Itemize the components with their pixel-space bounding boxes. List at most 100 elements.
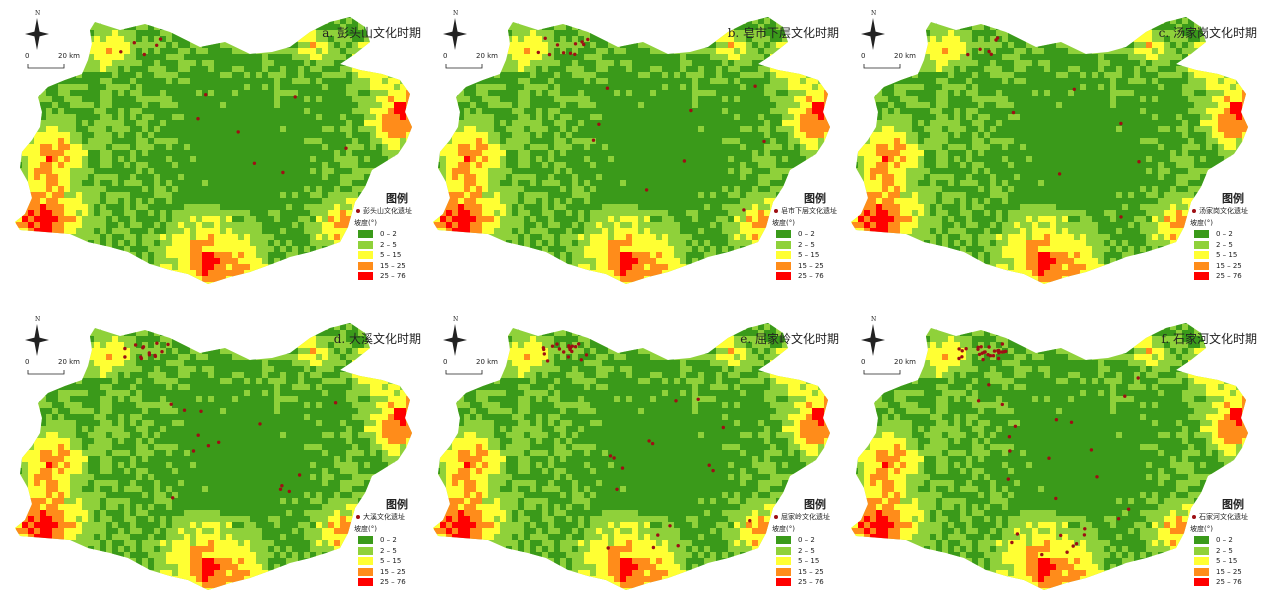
- legend-class-label: 25 – 76: [380, 272, 406, 280]
- site-point: [196, 433, 200, 437]
- site-point: [644, 188, 649, 192]
- scale-bar: 0 20 km: [854, 52, 926, 74]
- north-arrow-icon: N: [858, 316, 888, 358]
- site-point: [608, 454, 613, 458]
- legend-class-label: 0 – 2: [798, 230, 815, 238]
- site-point: [555, 43, 560, 47]
- legend-unit-label: 坡度(°): [772, 219, 795, 227]
- map-legend: 图例 石家河文化遗址 坡度(°) 0 – 2 2 – 5 5 – 15 15 – 25 25 …: [1186, 496, 1266, 596]
- legend-swatch: [358, 240, 373, 249]
- legend-class-label: 2 – 5: [798, 240, 815, 249]
- site-point: [992, 349, 997, 353]
- legend-slope-class: 25 – 76: [358, 272, 438, 282]
- legend-class-label: 25 – 76: [1216, 272, 1242, 280]
- site-point: [986, 353, 990, 357]
- site-point: [1123, 394, 1127, 398]
- legend-swatch: [776, 578, 791, 586]
- site-point: [147, 351, 151, 355]
- scale-zero-label: 0: [861, 358, 866, 366]
- map-legend: 图例 汤家岗文化遗址 坡度(°) 0 – 2 2 – 5 5 – 15 15 – 25 25 …: [1186, 190, 1266, 290]
- site-point: [1013, 424, 1018, 428]
- site-point: [1054, 418, 1059, 422]
- site-point: [957, 356, 961, 361]
- legend-unit-label: 坡度(°): [1190, 525, 1213, 533]
- site-point: [1089, 448, 1094, 452]
- legend-slope-class: 5 – 15: [1194, 251, 1269, 261]
- site-point: [579, 358, 583, 362]
- legend-swatch: [776, 230, 791, 238]
- site-dot-icon: [774, 209, 778, 213]
- site-point: [562, 350, 566, 354]
- site-point: [1083, 527, 1087, 531]
- north-arrow-icon: N: [22, 10, 52, 52]
- legend-title: 图例: [1222, 498, 1244, 511]
- site-point: [605, 86, 610, 90]
- site-point: [612, 456, 616, 460]
- site-point: [153, 353, 157, 358]
- site-point: [650, 441, 655, 446]
- site-dot-icon: [356, 209, 360, 213]
- site-point: [573, 42, 578, 46]
- site-point: [1072, 87, 1076, 92]
- legend-swatch: [776, 567, 791, 576]
- panel-title: d. 大溪文化时期: [333, 332, 421, 346]
- legend-slope-class: 25 – 76: [776, 578, 856, 588]
- site-points: [123, 341, 338, 500]
- site-point: [597, 122, 601, 127]
- site-point: [1136, 376, 1140, 380]
- legend-title: 图例: [804, 192, 826, 205]
- site-point: [344, 146, 348, 150]
- legend-slope-class: 5 – 15: [776, 251, 856, 261]
- site-point: [964, 347, 968, 351]
- site-point: [983, 350, 987, 354]
- site-point: [1004, 349, 1008, 353]
- legend-swatch: [1194, 230, 1209, 238]
- legend-site-label: 屈家岭文化遗址: [781, 513, 830, 521]
- site-point: [123, 346, 127, 351]
- legend-class-label: 0 – 2: [1216, 536, 1233, 544]
- site-point: [1071, 544, 1075, 548]
- site-points: [957, 342, 1140, 557]
- legend-class-label: 2 – 5: [1216, 240, 1233, 249]
- site-point: [155, 43, 159, 47]
- legend-slope-class: 0 – 2: [1194, 230, 1269, 240]
- legend-slope-class: 2 – 5: [1194, 546, 1269, 557]
- site-point: [258, 422, 262, 426]
- slope-map: [433, 323, 830, 590]
- site-point: [987, 345, 991, 349]
- site-point: [141, 345, 146, 349]
- north-label: N: [871, 10, 877, 17]
- site-point: [158, 37, 163, 41]
- site-point: [1119, 121, 1123, 126]
- north-label: N: [35, 316, 41, 323]
- site-point: [711, 468, 715, 473]
- site-point: [591, 138, 596, 142]
- site-point: [682, 159, 687, 163]
- legend-swatch: [358, 567, 373, 576]
- scale-zero-label: 0: [25, 52, 30, 60]
- site-point: [721, 425, 725, 430]
- legend-swatch: [1194, 240, 1209, 249]
- legend-class-label: 2 – 5: [1216, 546, 1233, 555]
- legend-site-entry: 大溪文化遗址: [356, 512, 405, 522]
- map-panel: d. 大溪文化时期 N 0 20 km 图例 大溪文化遗址 坡度(°) 0 – 2 2 – 5 5…: [10, 308, 425, 608]
- legend-site-entry: 屈家岭文化遗址: [774, 512, 830, 522]
- site-point: [1000, 402, 1004, 407]
- legend-swatch: [776, 536, 791, 544]
- scale-bar: 0 20 km: [436, 358, 508, 380]
- legend-slope-class: 15 – 25: [776, 261, 856, 272]
- site-point: [987, 383, 991, 387]
- legend-swatch: [1194, 557, 1209, 565]
- site-point: [1059, 533, 1063, 538]
- legend-class-label: 5 – 15: [798, 557, 820, 565]
- site-point: [142, 52, 146, 57]
- site-point: [204, 93, 208, 97]
- site-point: [742, 208, 746, 212]
- legend-slope-class: 15 – 25: [1194, 567, 1269, 578]
- site-point: [1119, 215, 1123, 219]
- legend-swatch: [776, 240, 791, 249]
- legend-unit-label: 坡度(°): [354, 525, 377, 533]
- slope-map: [15, 323, 412, 590]
- site-point: [550, 344, 555, 348]
